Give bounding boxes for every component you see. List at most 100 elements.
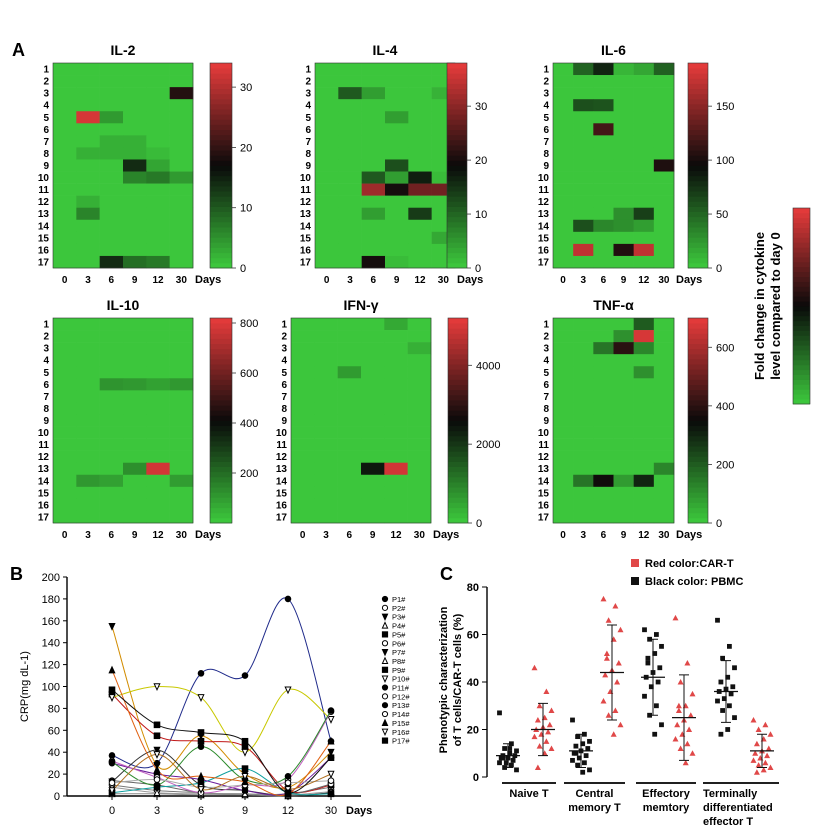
- scatter-point-cart: [602, 671, 609, 678]
- colorbar-segment: [210, 170, 232, 177]
- heatmap-cell: [361, 402, 385, 415]
- colorbar-segment: [688, 211, 708, 218]
- heatmap-cell: [76, 498, 100, 512]
- scatter-point-pbmc: [645, 660, 651, 666]
- shared-colorbar-segment: [793, 242, 810, 248]
- colorbar-segment: [447, 237, 467, 243]
- heatmap-cell: [553, 75, 574, 88]
- colorbar-segment: [210, 487, 232, 493]
- colorbar-segment: [210, 196, 232, 202]
- heatmap-cell: [653, 255, 675, 269]
- legend-marker: [381, 613, 389, 622]
- legend-marker: [381, 621, 389, 629]
- heatmap-cell: [123, 510, 147, 524]
- heatmap-cell: [593, 195, 614, 209]
- heatmap-cell: [653, 366, 675, 379]
- scatter-point-cart: [684, 660, 691, 666]
- heatmap-row-label: 15: [276, 488, 288, 499]
- heatmap-cell: [99, 195, 124, 209]
- heatmap-cell: [146, 183, 170, 196]
- colorbar-segment: [210, 318, 232, 324]
- heatmap-row-label: 3: [43, 344, 49, 355]
- scatter-point-pbmc: [509, 762, 514, 768]
- heatmap-cell: [407, 426, 432, 439]
- colorbar-segment: [210, 374, 232, 380]
- colorbar-segment: [210, 379, 232, 386]
- heatmap-cell: [613, 330, 634, 343]
- heatmap-cell: [613, 99, 634, 112]
- colorbar-segment: [210, 389, 232, 396]
- heatmap-cell: [315, 243, 339, 257]
- heatmap-cell: [76, 99, 100, 112]
- line-point: [153, 788, 161, 797]
- heatmap-row-label: 2: [281, 332, 287, 343]
- scatter-point-cart: [536, 743, 543, 749]
- heatmap-cell: [315, 99, 339, 112]
- colorbar-segment: [688, 63, 708, 69]
- heatmap-cell: [633, 195, 655, 209]
- heatmap-cell: [123, 195, 147, 209]
- heatmap-cell: [53, 207, 77, 221]
- scatter-y-tick-label: 0: [473, 772, 479, 784]
- heatmap-cell: [146, 354, 170, 367]
- heatmap-cell: [633, 402, 655, 415]
- colorbar-segment: [210, 232, 232, 238]
- heatmap-cell: [169, 318, 194, 331]
- category-label-line: Terminally: [703, 788, 758, 800]
- heatmap-cell: [613, 378, 634, 391]
- heatmap-col-label: 30: [438, 275, 450, 286]
- legend-marker: [381, 595, 389, 603]
- heatmap-cell: [99, 366, 124, 379]
- heatmap-cell: [146, 318, 170, 331]
- heatmap-cell: [99, 402, 124, 415]
- colorbar-segment: [448, 333, 468, 339]
- heatmap-cell: [123, 171, 147, 184]
- line-series-P15#: [111, 669, 332, 796]
- heatmap-cell: [338, 183, 362, 196]
- heatmap-cell: [169, 111, 194, 124]
- heatmap-cell: [53, 99, 77, 112]
- heatmap-cell: [53, 414, 77, 427]
- heatmap-row-label: 12: [276, 452, 288, 463]
- heatmap-cell: [384, 330, 408, 343]
- colorbar-segment: [448, 451, 468, 457]
- colorbar-segment: [210, 466, 232, 473]
- heatmap-cell: [99, 183, 124, 196]
- heatmap-cell: [653, 111, 675, 124]
- colorbar-segment: [447, 196, 467, 202]
- heatmap-cell: [384, 354, 408, 367]
- colorbar-segment: [210, 405, 232, 411]
- colorbar-segment: [688, 353, 708, 360]
- scatter-point-pbmc: [507, 750, 513, 756]
- scatter-point-cart: [750, 757, 757, 763]
- line-series-P14#: [111, 778, 332, 788]
- colorbar-segment: [688, 191, 708, 197]
- heatmap-cell: [123, 438, 147, 451]
- scatter-y-tick-label: 80: [467, 582, 479, 594]
- colorbar-segment: [447, 119, 467, 125]
- heatmap-cell: [99, 354, 124, 367]
- heatmap-row-label: 2: [543, 332, 549, 343]
- line-series-P16#: [111, 753, 332, 791]
- scatter-point-pbmc: [514, 767, 519, 773]
- heatmap-cell: [53, 243, 77, 257]
- colorbar-segment: [210, 175, 232, 182]
- heatmap-row-label: 9: [43, 161, 49, 172]
- colorbar-segment: [688, 170, 708, 177]
- line-point: [197, 729, 205, 736]
- heatmap-cell: [53, 111, 77, 124]
- heatmap-cell: [291, 462, 315, 476]
- legend-marker: [381, 640, 389, 647]
- heatmap-cell: [361, 75, 386, 88]
- heatmap-cell: [408, 123, 432, 136]
- shared-colorbar-frame: [792, 207, 811, 405]
- line-point: [108, 779, 116, 787]
- colorbar-segment: [688, 456, 708, 462]
- heatmap-cell: [633, 183, 655, 196]
- legend-marker: [381, 728, 389, 737]
- scatter-point-cart: [682, 759, 689, 766]
- heatmap-frame: [552, 317, 675, 524]
- heatmap-cell: [653, 438, 675, 451]
- heatmap-cell: [653, 342, 675, 355]
